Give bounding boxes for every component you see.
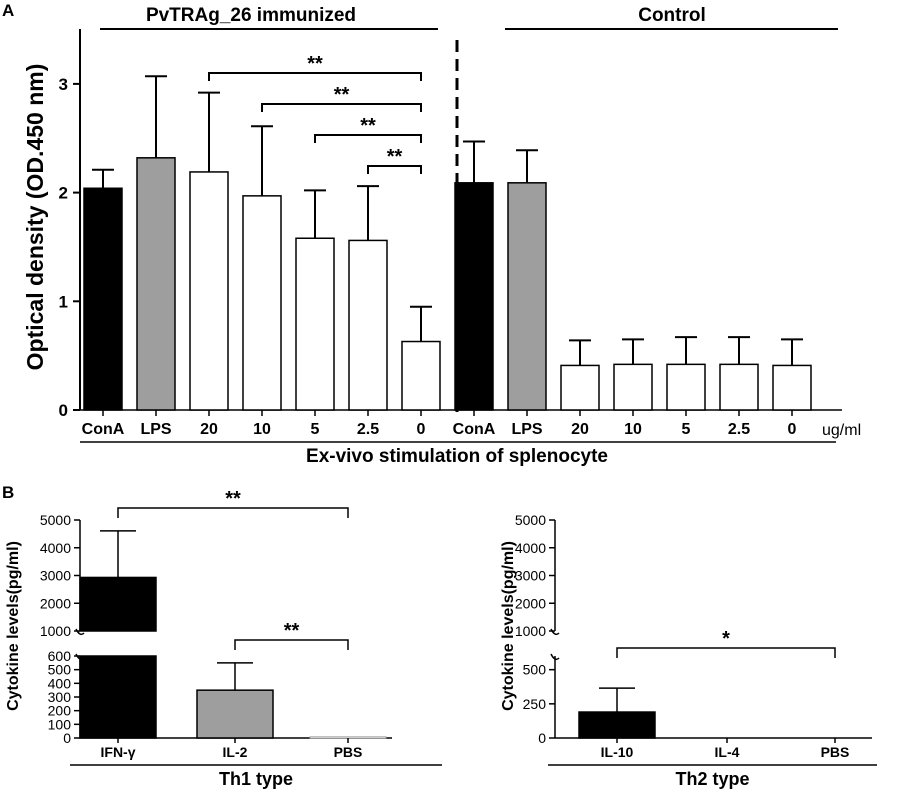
significance-marker: ** [387, 146, 403, 168]
significance-bracket [261, 103, 422, 112]
x-tick-label: PBS [821, 744, 850, 760]
y-tick-label: 100 [48, 716, 72, 732]
x-tick-label: 0 [417, 421, 426, 438]
x-tick-label: ConA [453, 421, 496, 438]
x-tick-label: 2.5 [728, 421, 750, 438]
y-tick-label: 500 [48, 662, 72, 678]
bar-pvtrag-26-immunized-10 [242, 195, 282, 411]
bar-ifn-lower [79, 655, 157, 739]
x-tick-label: 10 [253, 421, 271, 438]
x-tick-label: 10 [624, 421, 642, 438]
x-axis-title: Ex-vivo stimulation of splenocyte [306, 446, 608, 467]
x-tick-label: 5 [682, 421, 691, 438]
significance-marker: ** [360, 115, 376, 137]
y-tick-label: 3 [59, 75, 68, 94]
y-tick-label: 4000 [515, 540, 546, 556]
y-tick-label: 5000 [515, 512, 546, 528]
y-tick-label: 2000 [40, 595, 71, 611]
y-tick-label: 1000 [40, 623, 71, 639]
bar-control-lps [507, 182, 547, 411]
unit-label: ug/ml [822, 422, 861, 439]
x-tick-label: LPS [140, 421, 171, 438]
x-tick-label: LPS [511, 421, 542, 438]
significance-bracket [367, 165, 422, 174]
y-tick-label: 500 [523, 662, 547, 678]
axis-break-mark [75, 628, 85, 636]
bar-il-10 [578, 711, 656, 739]
y-tick-label: 0 [538, 730, 546, 746]
y-tick-label: 1 [59, 292, 68, 311]
bar-pvtrag-26-immunized-5 [295, 237, 335, 411]
bar-ifn-upper [79, 576, 157, 632]
significance-marker: ** [307, 53, 323, 75]
bar-pvtrag-26-immunized-lps [136, 157, 176, 411]
significance-bracket [314, 134, 422, 143]
y-tick-label: 4000 [40, 540, 71, 556]
y-tick-label: 400 [48, 675, 72, 691]
x-tick-label: IL-2 [223, 744, 248, 760]
x-tick-label: 2.5 [357, 421, 379, 438]
axis-break-mark [550, 628, 560, 636]
significance-bracket [117, 507, 349, 518]
x-tick-label: IL-10 [601, 744, 634, 760]
x-tick-label: 20 [200, 421, 218, 438]
y-tick-label: 200 [48, 703, 72, 719]
x-tick-label: 20 [571, 421, 589, 438]
bar-control-2-5 [719, 363, 759, 411]
bar-pvtrag-26-immunized-0 [401, 340, 441, 411]
panel-a-letter: A [2, 1, 14, 20]
y-tick-label: 5000 [40, 512, 71, 528]
significance-bracket [234, 639, 349, 650]
y-tick-label: 2000 [515, 595, 546, 611]
y-tick-label: 0 [63, 730, 71, 746]
bar-control-10 [613, 363, 653, 411]
significance-marker: * [722, 628, 730, 650]
bar-control-20 [560, 364, 600, 411]
x-tick-label: 0 [788, 421, 797, 438]
y-tick-label: 600 [48, 648, 72, 664]
significance-marker: ** [284, 620, 300, 642]
y-axis-title: Cytokine levels(pg/ml) [500, 541, 517, 711]
significance-bracket [208, 72, 422, 81]
significance-marker: ** [225, 488, 241, 510]
y-axis-title: Cytokine levels(pg/ml) [5, 541, 22, 711]
bar-pvtrag-26-immunized-20 [189, 171, 229, 411]
x-tick-label: PBS [334, 744, 363, 760]
group-title-control: Control [638, 5, 706, 26]
y-tick-label: 3000 [515, 568, 546, 584]
bar-control-cona [454, 182, 494, 411]
y-tick-label: 1000 [515, 623, 546, 639]
y-tick-label: 250 [523, 696, 547, 712]
bar-il-2 [196, 689, 274, 739]
y-tick-label: 300 [48, 689, 72, 705]
y-tick-label: 0 [59, 401, 68, 420]
group-title-pvtrag-26-immunized: PvTRAg_26 immunized [146, 5, 356, 26]
significance-bracket [616, 647, 836, 658]
group-title: Th1 type [219, 769, 293, 789]
bar-control-5 [666, 363, 706, 411]
x-tick-label: ConA [82, 421, 125, 438]
axis-break-mark [550, 653, 560, 661]
bar-pvtrag-26-immunized-cona [83, 187, 123, 411]
significance-marker: ** [334, 84, 350, 106]
bar-pvtrag-26-immunized-2-5 [348, 239, 388, 411]
x-tick-label: IL-4 [715, 744, 740, 760]
y-axis-title: Optical density (OD.450 nm) [22, 64, 48, 371]
panel-a-chart: 0 1 2 3 Optical density (OD.450 nm) PvTRAg_26… [22, 5, 861, 467]
y-tick-label: 3000 [40, 568, 71, 584]
bar-control-0 [772, 364, 812, 411]
panel-b-th2-chart: 1000 2000 3000 4000 5000 0 250 500 Cytokine leve… [500, 512, 877, 789]
y-tick-label: 2 [59, 184, 68, 203]
x-tick-label: IFN-γ [101, 744, 136, 760]
group-title: Th2 type [675, 769, 749, 789]
x-tick-label: 5 [311, 421, 320, 438]
panel-b-letter: B [2, 483, 14, 502]
